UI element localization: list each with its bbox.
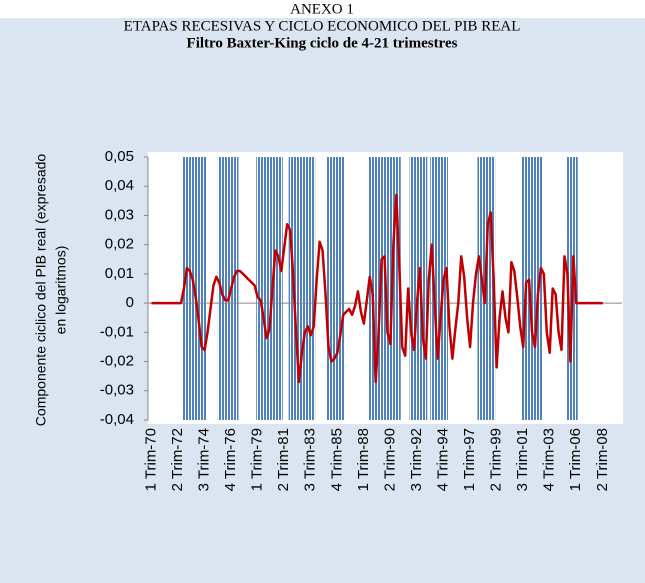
chart-subtitle: Filtro Baxter-King ciclo de 4-21 trimest… <box>187 35 458 51</box>
recession-band <box>430 157 448 420</box>
y-tick-label: 0,04 <box>105 177 134 194</box>
y-tick-label: 0,01 <box>105 265 134 282</box>
x-tick-label: 2 Trim-72 <box>169 428 186 491</box>
x-tick-label: 1 Trim-79 <box>249 428 266 491</box>
x-tick-label: 2 Trim-81 <box>275 428 292 491</box>
recession-band <box>521 157 543 420</box>
y-tick-label: 0,05 <box>105 148 134 165</box>
y-tick-label: 0,02 <box>105 236 134 253</box>
chart-title: ETAPAS RECESIVAS Y CICLO ECONOMICO DEL P… <box>124 18 521 34</box>
recession-band <box>327 157 345 420</box>
x-tick-label: 3 Trim-92 <box>408 428 425 491</box>
x-tick-label: 1 Trim-88 <box>355 428 372 491</box>
x-tick-label: 3 Trim-01 <box>514 428 531 491</box>
y-tick-label: -0,02 <box>100 353 134 370</box>
y-tick-label: -0,01 <box>100 323 134 340</box>
recession-band <box>256 157 283 420</box>
x-tick-label: 3 Trim-74 <box>196 428 213 491</box>
y-axis-label: en logaritmos) <box>53 246 69 335</box>
x-tick-label: 4 Trim-76 <box>222 428 239 491</box>
x-tick-label: 4 Trim-85 <box>328 428 345 491</box>
data-line <box>151 193 603 384</box>
x-tick-label: 2 Trim-99 <box>488 428 505 491</box>
x-tick-label: 2 Trim-08 <box>594 428 611 491</box>
y-axis-label: Componente ciclico del PIB real (expresa… <box>33 154 49 427</box>
recession-band <box>217 157 239 420</box>
x-tick-label: 4 Trim-03 <box>541 428 558 491</box>
y-tick-label: -0,03 <box>100 382 134 399</box>
header: ANEXO 1 <box>290 1 354 17</box>
x-tick-label: 1 Trim-70 <box>142 428 159 491</box>
x-tick-label: 3 Trim-83 <box>302 428 319 491</box>
y-tick-label: 0,03 <box>105 206 134 223</box>
y-tick-label: 0 <box>126 294 134 311</box>
x-tick-label: 1 Trim-06 <box>567 428 584 491</box>
y-tick-label: -0,04 <box>100 411 134 428</box>
x-tick-label: 1 Trim-97 <box>461 428 478 491</box>
x-tick-label: 2 Trim-90 <box>381 428 398 491</box>
x-tick-label: 4 Trim-94 <box>434 428 451 491</box>
